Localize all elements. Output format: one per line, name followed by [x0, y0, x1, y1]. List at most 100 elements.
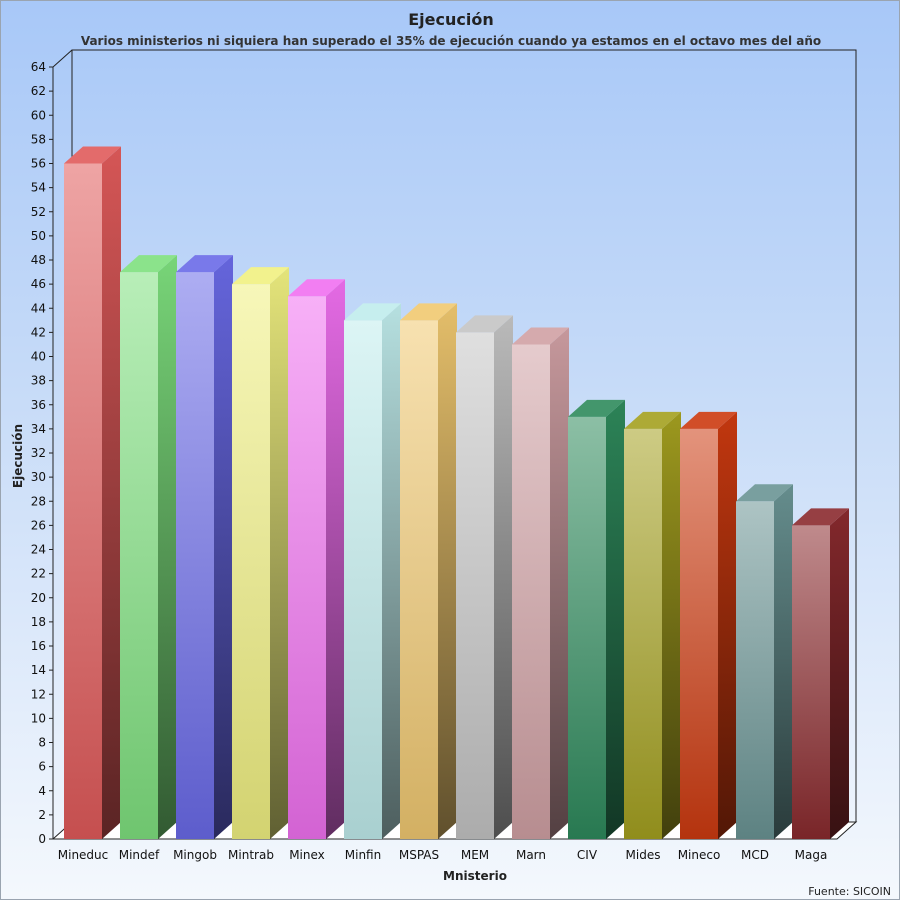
bar-top [288, 279, 345, 297]
bar-front [64, 163, 102, 839]
bar-side [158, 255, 177, 839]
bar-top [400, 303, 457, 321]
bar-mineco [680, 411, 737, 839]
x-category-label: Mineduc [58, 848, 109, 862]
bar-side [382, 303, 401, 839]
bar-front [344, 320, 382, 839]
x-category-label: Maga [795, 848, 828, 862]
y-tick-label: 40 [31, 350, 46, 364]
y-axis-ticks: 0246810121416182022242628303234363840424… [31, 60, 53, 846]
bar-front [400, 320, 438, 839]
chart-title: Ejecución [408, 10, 494, 29]
bar-top [624, 411, 681, 429]
y-tick-label: 62 [31, 84, 46, 98]
y-tick-label: 58 [31, 132, 46, 146]
y-tick-label: 4 [38, 784, 46, 798]
y-tick-label: 54 [31, 181, 46, 195]
y-tick-label: 24 [31, 543, 46, 557]
bar-front [176, 272, 214, 839]
bar-top [680, 411, 737, 429]
y-tick-label: 14 [31, 663, 46, 677]
bar-top [344, 303, 401, 321]
y-tick-label: 12 [31, 687, 46, 701]
x-category-label: CIV [577, 848, 598, 862]
y-tick-label: 30 [31, 470, 46, 484]
x-category-label: Mineco [678, 848, 721, 862]
bar-top [456, 315, 513, 333]
bar-side [438, 303, 457, 839]
bar-side [830, 508, 849, 839]
y-tick-label: 22 [31, 567, 46, 581]
y-tick-label: 26 [31, 518, 46, 532]
bar-front [736, 501, 774, 839]
x-category-label: Minex [289, 848, 325, 862]
bar-top [64, 146, 121, 164]
bar-top [736, 484, 793, 502]
bar-front [120, 272, 158, 839]
y-tick-label: 46 [31, 277, 46, 291]
y-tick-label: 20 [31, 591, 46, 605]
bar-top [568, 399, 625, 417]
y-tick-label: 44 [31, 301, 46, 315]
bars-group [64, 146, 849, 839]
y-tick-label: 32 [31, 446, 46, 460]
y-tick-label: 34 [31, 422, 46, 436]
bar-front [680, 428, 718, 839]
bar-mineduc [64, 146, 121, 839]
y-tick-label: 38 [31, 374, 46, 388]
bar-front [792, 525, 830, 839]
bar-side [102, 146, 121, 839]
bar-mindef [120, 255, 177, 839]
source-note: Fuente: SICOIN [808, 885, 891, 898]
bar-mem [456, 315, 513, 839]
y-tick-label: 10 [31, 711, 46, 725]
frame-edge [52, 49, 73, 68]
bar-side [774, 484, 793, 839]
bar-top [512, 327, 569, 345]
y-tick-label: 60 [31, 108, 46, 122]
bar-side [270, 267, 289, 839]
bar-front [624, 428, 662, 839]
bar-front [568, 416, 606, 839]
bar-mintrab [232, 267, 289, 839]
bar-top [232, 267, 289, 285]
x-category-label: Mindef [119, 848, 160, 862]
y-tick-label: 56 [31, 157, 46, 171]
y-tick-label: 16 [31, 639, 46, 653]
bar-mingob [176, 255, 233, 839]
y-tick-label: 52 [31, 205, 46, 219]
x-category-label: MEM [461, 848, 489, 862]
bar-maga [792, 508, 849, 839]
bar-top [792, 508, 849, 526]
y-tick-label: 2 [38, 808, 46, 822]
x-category-label: Minfin [345, 848, 381, 862]
bar-side [606, 399, 625, 839]
y-tick-label: 28 [31, 494, 46, 508]
bar-front [232, 284, 270, 839]
y-tick-label: 48 [31, 253, 46, 267]
y-tick-label: 64 [31, 60, 46, 74]
bar-minfin [344, 303, 401, 839]
bar-mides [624, 411, 681, 839]
x-category-label: MCD [741, 848, 769, 862]
bar-front [288, 296, 326, 839]
x-category-label: Mides [626, 848, 661, 862]
bar-marn [512, 327, 569, 839]
x-axis-label: Mnisterio [443, 869, 507, 883]
bar-side [550, 327, 569, 839]
bar-minex [288, 279, 345, 839]
y-tick-label: 36 [31, 398, 46, 412]
y-tick-label: 50 [31, 229, 46, 243]
bar-civ [568, 399, 625, 839]
bar-side [214, 255, 233, 839]
y-tick-label: 18 [31, 615, 46, 629]
y-axis-label: Ejecución [11, 424, 25, 488]
bar-top [120, 255, 177, 273]
x-category-label: Marn [516, 848, 546, 862]
chart-subtitle: Varios ministerios ni siquiera han super… [81, 34, 821, 48]
bar-front [512, 344, 550, 839]
y-tick-label: 6 [38, 760, 46, 774]
bar-front [456, 332, 494, 839]
